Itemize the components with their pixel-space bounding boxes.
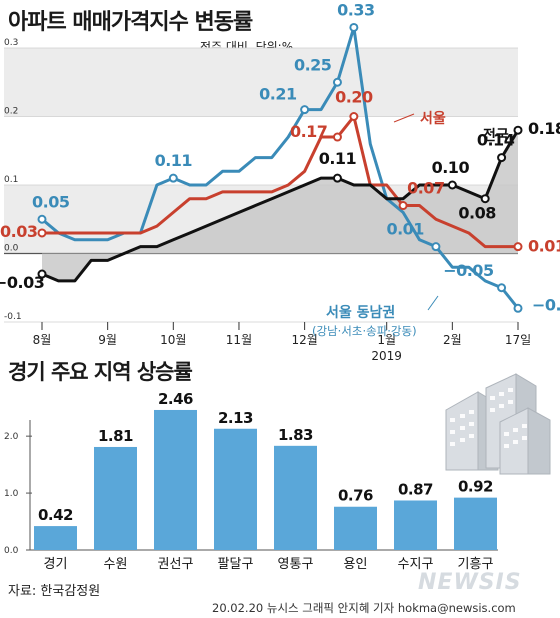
data-label: 0.08 [458, 204, 496, 223]
bar [94, 446, 137, 550]
x-tick-label: 1월 [377, 333, 396, 347]
data-point [513, 303, 523, 313]
data-point [332, 132, 342, 142]
category-label: 기흥구 [458, 557, 494, 572]
bar [154, 409, 197, 550]
legend-leader-seoul [393, 113, 415, 123]
bar [334, 506, 377, 550]
data-point [431, 242, 441, 252]
category-label: 수원 [104, 557, 128, 572]
credit-line: 20.02.20 뉴시스 그래픽 안지혜 기자 hokma@newsis.com [212, 601, 516, 615]
y-tick-label: 0.3 [4, 38, 18, 48]
y-tick-label: 1.0 [4, 489, 19, 499]
bar [454, 497, 497, 550]
x-tick-label: 11월 [226, 333, 252, 347]
category-label: 영통구 [278, 557, 314, 572]
x-tick-label: 10월 [160, 333, 186, 347]
bar [274, 445, 317, 550]
series-line-3 [41, 129, 520, 283]
category-label: 경기 [44, 557, 68, 572]
data-label: 0.18 [528, 119, 560, 138]
data-label: 0.03 [0, 222, 37, 241]
data-point [37, 214, 47, 224]
data-point [332, 173, 342, 183]
data-point [37, 228, 47, 238]
main-title: 아파트 매매가격지수 변동률 [8, 10, 253, 35]
data-point [447, 180, 457, 190]
category-label: 수지구 [398, 557, 434, 572]
data-label: 0.11 [155, 151, 193, 170]
y-tick-label: 0.0 [4, 244, 19, 254]
y-tick-label: -0.1 [4, 312, 22, 322]
y-tick-label: 2.0 [4, 432, 19, 442]
bar [394, 500, 437, 550]
band-0.3-0.2 [4, 48, 518, 117]
legend-label-southeast: 서울 동남권 [326, 304, 395, 321]
data-point [513, 242, 523, 252]
y-tick-label: 0.1 [4, 175, 18, 185]
y-tick-label: 0.0 [4, 546, 19, 556]
data-label: 0.10 [432, 158, 470, 177]
data-point [513, 125, 523, 135]
x-tick-label: 9월 [98, 333, 117, 347]
data-label: 0.01 [528, 237, 560, 256]
bar-chart: 2.0 1.0 0.0 0.42 경기 1.81 수원 2.46 권선구 2.13 팔달구 1.83 영… [4, 390, 498, 572]
legend-label-national: 전국 [483, 127, 509, 144]
legend-sublabel-southeast: (강남·서초·송파·강동) [312, 324, 417, 338]
data-point [300, 105, 310, 115]
data-label: 0.21 [259, 85, 297, 104]
data-point [168, 173, 178, 183]
apartment-buildings-icon [445, 373, 551, 475]
data-label: 0.33 [337, 0, 374, 19]
x-year-label: 2019 [371, 349, 402, 360]
data-label: −0.08 [532, 295, 560, 314]
bar [214, 428, 257, 550]
legend-leader-southeast [427, 295, 439, 311]
bar-value-label: 2.13 [218, 409, 253, 427]
x-tick-label: 17일 [505, 333, 531, 347]
newsis-logo: NEWSIS [418, 570, 522, 595]
y-tick-label: 0.2 [4, 107, 18, 117]
data-label: 0.25 [294, 55, 332, 74]
bar-value-label: 0.92 [458, 478, 493, 496]
series-line-2 [42, 115, 518, 249]
data-point [332, 77, 342, 87]
data-point [497, 153, 507, 163]
x-tick-label: 8월 [33, 333, 52, 347]
category-label: 권선구 [158, 557, 194, 572]
bar-chart-title: 경기 주요 지역 상승률 [8, 360, 193, 384]
data-label: −0.05 [443, 261, 494, 280]
data-label: 0.20 [335, 88, 373, 107]
data-label: 0.14 [477, 131, 515, 150]
data-point [497, 283, 507, 293]
bar-value-label: 1.83 [278, 426, 313, 444]
x-tick-label: 2월 [443, 333, 462, 347]
data-point [398, 201, 408, 211]
data-point [349, 22, 359, 32]
bar-value-label: 0.42 [38, 506, 73, 524]
bar [34, 526, 77, 550]
line-chart: 0.3 0.2 0.1 0.0 -0.1 8월 9월 10월 11월 12월 1월 2월 17일 2019… [0, 0, 560, 360]
bar-value-label: 1.81 [98, 427, 133, 445]
category-label: 용인 [344, 557, 368, 572]
data-point [480, 194, 490, 204]
data-label: 0.07 [407, 179, 444, 198]
data-label: 0.17 [290, 122, 327, 141]
bar-value-label: 2.46 [158, 390, 193, 408]
bar-value-label: 0.87 [398, 480, 433, 498]
data-label: −0.03 [0, 273, 44, 292]
source-note: 자료: 한국감정원 [8, 584, 101, 599]
x-tick-label: 12월 [291, 333, 317, 347]
bar-value-label: 0.76 [338, 487, 373, 505]
category-label: 팔달구 [218, 557, 254, 572]
data-point [37, 269, 47, 279]
data-label: 0.05 [32, 192, 70, 211]
data-label: 0.11 [319, 149, 357, 168]
legend-label-seoul: 서울 [420, 110, 446, 127]
national-area-fill [42, 130, 518, 281]
data-point [349, 112, 359, 121]
data-label: 0.01 [386, 220, 424, 239]
